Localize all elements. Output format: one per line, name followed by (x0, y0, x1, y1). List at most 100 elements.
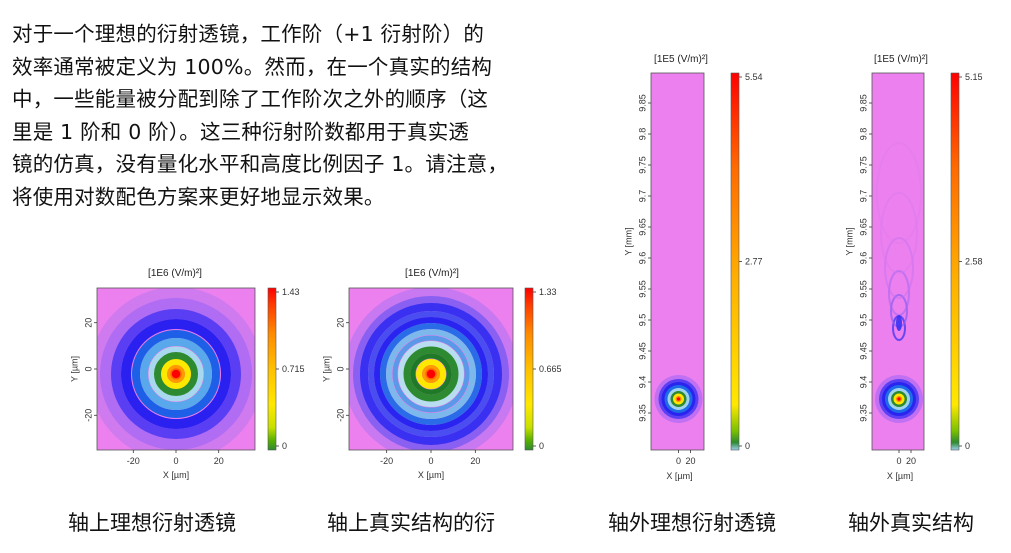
colorbar-tick-label: 1.33 (539, 287, 557, 297)
intensity-ring (360, 303, 502, 445)
y-tick-label: 9.75 (858, 156, 868, 174)
y-tick-label: 9.4 (637, 376, 647, 389)
intro-paragraph: 对于一个理想的衍射透镜，工作阶（+1 衍射阶）的 效率通常被定义为 100%。然… (12, 18, 584, 214)
colorbar-tick-label: 1.43 (282, 287, 300, 297)
chart-title: [1E6 (V/m)²] (148, 268, 202, 279)
x-tick-label: 20 (685, 456, 695, 466)
intensity-ring (167, 365, 185, 383)
chart-title: [1E5 (V/m)²] (874, 54, 928, 65)
colorbar-tick-label: 0 (539, 441, 544, 451)
intensity-ring (386, 329, 476, 419)
intensity-ring (398, 341, 464, 407)
y-tick-label: 9.5 (858, 314, 868, 327)
colorbar-tick-label: 2.77 (745, 257, 763, 267)
x-tick-label: -20 (127, 456, 140, 466)
intensity-ring (161, 359, 191, 389)
intensity-ring (353, 296, 509, 450)
y-tick-label: 9.45 (858, 342, 868, 360)
intensity-ring (374, 317, 488, 431)
x-tick-label: 20 (214, 456, 224, 466)
caption-ideal-off-axis: 轴外理想衍射透镜 (608, 511, 776, 535)
paragraph-line: 镜的仿真，没有量化水平和高度比例因子 1。请注意， (12, 152, 509, 177)
intensity-ring (111, 309, 241, 439)
caption-real-on-axis: 轴上真实结构的衍 (327, 511, 495, 535)
caption-real-off-axis: 轴外真实结构 (848, 511, 974, 535)
x-tick-label: 0 (173, 456, 178, 466)
y-tick-label: 9.85 (637, 94, 647, 112)
y-tick-label: 9.8 (858, 128, 868, 141)
intensity-ring (154, 352, 198, 396)
intensity-ring (140, 338, 212, 410)
colorbar-tick-label: 5.54 (745, 72, 763, 82)
paragraph-line: 里是 1 阶和 0 阶）。这三种衍射阶数都用于真实透 (12, 119, 470, 144)
paragraph-line: 效率通常被定义为 100%。然而，在一个真实的结构 (12, 54, 493, 79)
y-tick-label: 9.55 (637, 280, 647, 298)
focal-spot-layer (676, 397, 681, 401)
x-tick-label: 0 (896, 456, 901, 466)
y-tick-label: 9.7 (858, 190, 868, 203)
paragraph-line: 将使用对数配色方案来更好地显示效果。 (12, 184, 385, 209)
y-tick-label: -20 (335, 409, 345, 422)
x-axis-label: X [µm] (418, 470, 444, 480)
y-tick-label: 9.6 (858, 252, 868, 265)
plot-frame (650, 72, 705, 451)
diffraction-arc (880, 192, 918, 274)
y-axis-label: Y [mm] (623, 227, 633, 255)
field-pattern (654, 375, 703, 423)
y-tick-label: 9.65 (637, 218, 647, 236)
y-tick-label: -20 (83, 409, 93, 422)
intensity-ring (368, 311, 494, 437)
focal-ring (170, 368, 182, 380)
colorbar-tick-label: 0 (282, 441, 287, 451)
x-tick-label: 20 (470, 456, 480, 466)
y-tick-label: 9.6 (637, 252, 647, 265)
intensity-ring (148, 346, 204, 402)
intensity-ring (97, 288, 255, 450)
y-tick-label: 9.35 (637, 404, 647, 422)
y-tick-label: 9.45 (637, 342, 647, 360)
y-tick-label: 0 (335, 366, 345, 371)
intensity-ring (422, 365, 440, 383)
colorbar (950, 72, 960, 451)
paragraph-line: 中，一些能量被分配到除了工作阶次之外的顺序（这 (12, 87, 489, 112)
colorbar-tick-label: 0 (745, 441, 750, 451)
y-tick-label: 9.8 (637, 128, 647, 141)
y-tick-label: 9.85 (858, 94, 868, 112)
colorbar-tick-label: 0.665 (539, 364, 562, 374)
y-axis-label: Y [µm] (321, 356, 331, 382)
y-tick-label: 9.75 (637, 156, 647, 174)
field-pattern (349, 288, 513, 450)
intensity-ring (121, 319, 231, 429)
colorbar-tick-label: 2.58 (965, 257, 983, 267)
diffraction-arc (884, 237, 914, 299)
y-tick-label: 9.35 (858, 404, 868, 422)
field-pattern (97, 288, 255, 450)
paragraph-line: 对于一个理想的衍射透镜，工作阶（+1 衍射阶）的 (12, 22, 485, 46)
chart-title: [1E5 (V/m)²] (654, 54, 708, 65)
focal-spot (174, 372, 178, 376)
y-tick-label: 0 (83, 366, 93, 371)
intensity-ring (410, 353, 452, 395)
colorbar-tick-label: 5.15 (965, 72, 983, 82)
intensity-ring (416, 359, 446, 389)
plot-frame (871, 72, 925, 451)
x-tick-label: 0 (428, 456, 433, 466)
x-tick-label: 0 (676, 456, 681, 466)
field-pattern (875, 142, 923, 423)
intensity-ring (349, 288, 513, 450)
colorbar-tick-label: 0 (965, 441, 970, 451)
intensity-ring (380, 323, 482, 425)
intensity-ring (392, 335, 470, 413)
y-tick-label: 9.7 (637, 190, 647, 203)
intensity-ring (403, 346, 459, 402)
intensity-ring (132, 330, 220, 418)
x-tick-label: -20 (380, 456, 393, 466)
x-axis-label: X [µm] (666, 471, 692, 481)
focal-spot (429, 372, 433, 376)
x-axis-label: X [µm] (887, 471, 913, 481)
